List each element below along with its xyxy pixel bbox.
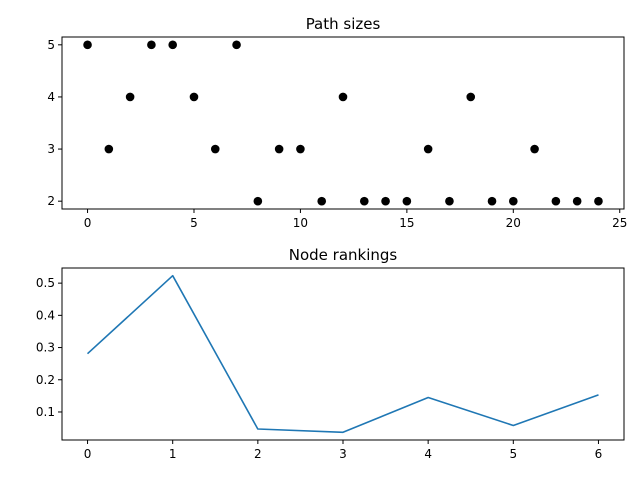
node-rankings-xtick-label-0: 0: [84, 447, 92, 461]
path-sizes-point-6: [210, 144, 220, 154]
node-rankings-ytick-label-0p4: 0.4: [36, 308, 55, 322]
path-sizes-point-18: [466, 92, 476, 102]
node-rankings-xtick-label-6: 6: [595, 447, 603, 461]
path-sizes-xtick-label-5: 5: [190, 216, 198, 230]
path-sizes-point-0: [83, 40, 92, 50]
path-sizes-axes: 0 5 10 15 20 25 2 3 4 5: [47, 36, 627, 230]
path-sizes-point-1: [104, 144, 114, 154]
path-sizes-xtick-label-0: 0: [84, 216, 92, 230]
node-rankings-xtick-label-4: 4: [424, 447, 432, 461]
path-sizes-point-20: [509, 196, 518, 206]
node-rankings-ytick-label-0p5: 0.5: [36, 276, 55, 290]
node-rankings-panel: Node rankings 0 1 2 3 4 5 6 0.1 0.2 0.3 0.4 0.5: [36, 246, 625, 461]
path-sizes-point-21: [530, 144, 539, 154]
path-sizes-point-13: [359, 196, 369, 206]
node-rankings-line: [86, 274, 599, 434]
path-sizes-title: Path sizes: [306, 15, 381, 33]
node-rankings-xtick-label-2: 2: [254, 447, 262, 461]
node-rankings-ytick-label-0p1: 0.1: [36, 405, 55, 419]
path-sizes-xtick-label-25: 25: [612, 216, 627, 230]
path-sizes-point-19: [487, 196, 497, 206]
path-sizes-point-5: [189, 92, 199, 102]
path-sizes-xtick-label-10: 10: [293, 216, 308, 230]
path-sizes-ytick-label-2: 2: [47, 194, 55, 208]
path-sizes-xtick-label-20: 20: [506, 216, 521, 230]
path-sizes-point-7: [232, 40, 241, 50]
path-sizes-panel: Path sizes 0 5 10 15 20 25 2 3 4 5: [47, 15, 627, 230]
path-sizes-point-17: [445, 196, 454, 206]
path-sizes-point-22: [551, 196, 561, 206]
node-rankings-xtick-label-5: 5: [509, 447, 517, 461]
node-rankings-xtick-label-1: 1: [169, 447, 177, 461]
path-sizes-ytick-label-3: 3: [47, 142, 55, 156]
path-sizes-point-12: [338, 92, 348, 102]
node-rankings-title: Node rankings: [289, 246, 398, 264]
path-sizes-point-9: [274, 144, 284, 154]
node-rankings-ytick-label-0p2: 0.2: [36, 373, 55, 387]
path-sizes-point-23: [572, 196, 582, 206]
node-rankings-ytick-label-0p3: 0.3: [36, 341, 55, 355]
path-sizes-point-10: [296, 144, 305, 154]
path-sizes-ytick-label-5: 5: [47, 38, 55, 52]
path-sizes-point-14: [381, 196, 390, 206]
path-sizes-point-2: [125, 92, 135, 102]
path-sizes-point-4: [168, 40, 177, 50]
path-sizes-point-11: [317, 196, 327, 206]
path-sizes-point-24: [594, 196, 603, 206]
path-sizes-point-15: [402, 196, 412, 206]
node-rankings-plot-frame: [61, 267, 625, 441]
node-rankings-series-line: [86, 274, 599, 434]
path-sizes-point-3: [147, 40, 156, 50]
path-sizes-points: [83, 40, 603, 206]
path-sizes-point-16: [423, 144, 433, 154]
path-sizes-ytick-label-4: 4: [47, 90, 55, 104]
node-rankings-xtick-label-3: 3: [339, 447, 347, 461]
path-sizes-point-8: [253, 196, 263, 206]
path-sizes-plot-frame: [61, 36, 625, 210]
path-sizes-xtick-label-15: 15: [399, 216, 414, 230]
node-rankings-axes: 0 1 2 3 4 5 6 0.1 0.2 0.3 0.4 0.5: [36, 267, 625, 461]
